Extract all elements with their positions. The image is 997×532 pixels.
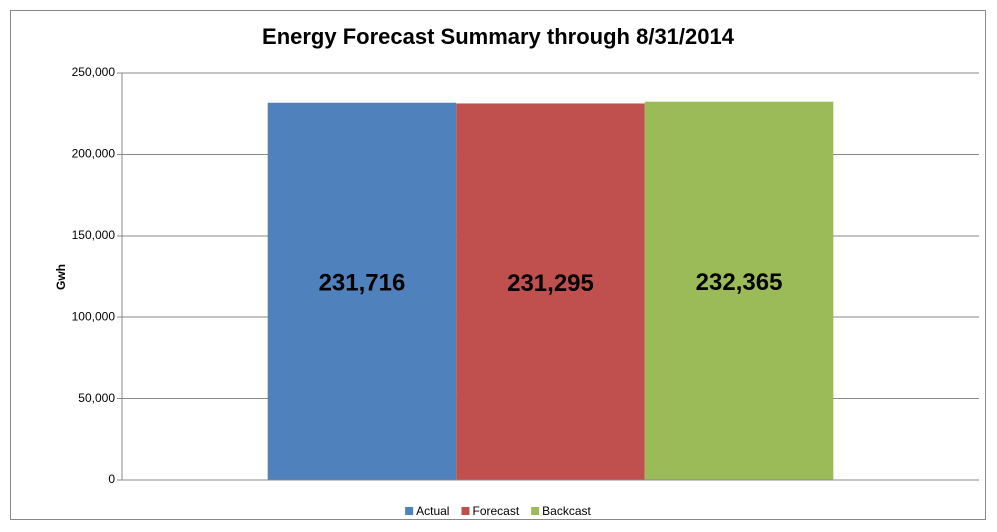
legend-label: Actual [416,504,449,518]
legend-label: Forecast [472,504,519,518]
value-label: 232,365 [696,269,783,296]
y-tick-label: 150,000 [72,228,116,242]
value-label: 231,716 [319,270,406,297]
chart-title: Energy Forecast Summary through 8/31/201… [262,24,735,49]
bar [644,101,834,480]
legend-swatch [405,507,414,515]
bar [267,102,457,480]
value-label: 231,295 [507,270,594,297]
y-tick-label: 200,000 [72,147,116,161]
legend-swatch [461,507,470,515]
y-axis-label: Gwh [54,264,68,290]
legend-label: Backcast [542,504,591,518]
bar [456,103,645,481]
y-tick-label: 0 [108,472,115,486]
legend-swatch [531,507,540,515]
y-tick-label: 250,000 [72,65,116,79]
y-tick-label: 100,000 [72,309,116,323]
y-tick-label: 50,000 [78,391,115,405]
